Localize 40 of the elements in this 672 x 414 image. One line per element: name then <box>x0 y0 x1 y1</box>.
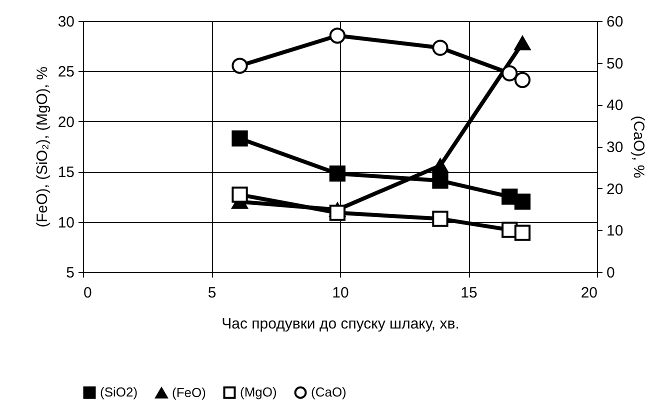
y-tick-label: 30 <box>58 14 74 30</box>
point <box>232 130 248 147</box>
point <box>432 40 448 56</box>
y2-tick-label: 50 <box>606 55 624 72</box>
y-tick-label: 15 <box>58 164 74 182</box>
legend-label: (FeO) <box>172 384 206 400</box>
point <box>329 28 346 44</box>
legend-label: (CaO) <box>311 384 346 400</box>
point <box>232 186 248 203</box>
point <box>502 65 518 82</box>
x-tick-label: 10 <box>332 284 349 302</box>
y2-tick-label: 20 <box>606 180 624 198</box>
y-axis-title: (FeO), (SiO₂), (MgO), % <box>34 66 51 228</box>
point <box>514 224 531 241</box>
y2-axis-title: (CaO), % <box>630 116 648 178</box>
point <box>514 194 531 210</box>
point <box>329 204 346 221</box>
x-axis-title: Час продувки до спуску шлаку, хв. <box>222 316 460 332</box>
y2-tick-label: 30 <box>606 139 624 156</box>
y2-tick-label: 0 <box>606 264 615 282</box>
legend-label: (SiO2) <box>100 384 138 400</box>
y-tick-label: 10 <box>58 214 74 232</box>
y2-tick-label: 40 <box>606 97 624 114</box>
y-tick-label: 20 <box>58 114 74 131</box>
y2-tick-label: 60 <box>606 14 624 30</box>
x-tick-label: 0 <box>84 284 92 302</box>
y2-tick-label: 10 <box>606 222 624 240</box>
point <box>232 58 248 74</box>
legend-label: (MgO) <box>240 384 277 400</box>
point <box>432 172 448 189</box>
point <box>432 158 448 173</box>
x-tick-label: 15 <box>460 284 478 302</box>
point <box>514 36 531 50</box>
x-tick-label: 20 <box>580 284 598 302</box>
y-tick-label: 5 <box>66 264 74 282</box>
point <box>432 210 448 227</box>
y-tick-label: 25 <box>58 64 74 81</box>
point <box>514 72 531 88</box>
point <box>329 166 346 182</box>
x-tick-label: 5 <box>208 284 216 302</box>
